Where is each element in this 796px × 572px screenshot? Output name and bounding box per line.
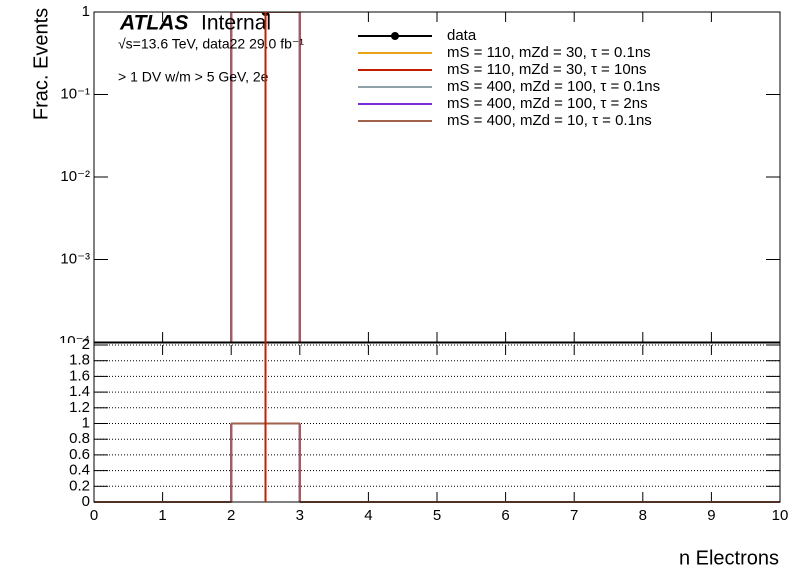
legend-label: mS = 400, mZd = 100, τ = 2ns (447, 95, 648, 112)
energy-label: √s=13.6 TeV, data22 29.0 fb⁻¹ (118, 36, 304, 52)
x-tick-label: 5 (433, 507, 441, 524)
legend-label: mS = 110, mZd = 30, τ = 10ns (447, 61, 647, 78)
y-tick-label: 0.4 (69, 462, 90, 479)
y-tick-label: 1 (82, 414, 90, 431)
y-tick-label: 0 (82, 493, 90, 510)
x-tick-label: 10 (772, 507, 789, 524)
y-tick-label: 2 (82, 336, 90, 353)
x-tick-label: 6 (501, 507, 509, 524)
panel-background (34, 0, 780, 343)
y-tick-label: 1.4 (69, 383, 90, 400)
y-tick-label: 1.8 (69, 352, 90, 369)
status-label: Internal (201, 12, 271, 35)
x-tick-label: 4 (364, 507, 372, 524)
x-tick-label: 7 (570, 507, 578, 524)
y-tick-label: 10⁻³ (60, 250, 90, 267)
x-tick-label: 0 (90, 507, 98, 524)
legend-label: data (447, 27, 477, 44)
x-axis-label: n Electrons (679, 547, 779, 569)
selection-label: > 1 DV w/m > 5 GeV, 2e (118, 69, 269, 85)
frame (93, 11, 781, 343)
y-tick-label: 0.8 (69, 430, 90, 447)
experiment-label: ATLAS (119, 12, 188, 35)
y-tick-label: 10⁻¹ (60, 85, 90, 102)
y-tick-label: 1.6 (69, 367, 90, 384)
y-tick-label: 1 (82, 3, 90, 20)
y-tick-label: 0.2 (69, 477, 90, 494)
x-tick-label: 2 (227, 507, 235, 524)
plot-area (230, 12, 301, 342)
ratio-panel: 00.20.40.60.811.21.41.61.820 1 2 3 4 5 6 7 8 9 10 (34, 336, 788, 524)
x-tick-label: 9 (707, 507, 715, 524)
x-tick-label: 8 (639, 507, 647, 524)
y-tick-label: 10⁻² (60, 168, 90, 185)
legend-marker (391, 32, 399, 40)
y-axis-label: Frac. Events (30, 8, 52, 120)
legend-label: mS = 400, mZd = 100, τ = 0.1ns (447, 78, 660, 95)
legend-label: mS = 400, mZd = 10, τ = 0.1ns (447, 112, 652, 129)
y-tick-label: 1.2 (69, 399, 90, 416)
x-tick-label: 1 (158, 507, 166, 524)
panel-background (34, 343, 780, 523)
y-tick-label: 0.6 (69, 446, 90, 463)
x-tick-label: 3 (296, 507, 304, 524)
legend-label: mS = 110, mZd = 30, τ = 0.1ns (447, 44, 651, 61)
frame (93, 342, 781, 503)
